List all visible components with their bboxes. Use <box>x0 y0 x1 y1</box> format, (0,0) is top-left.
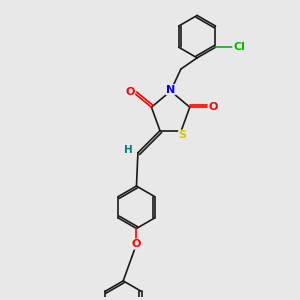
Text: H: H <box>124 145 133 155</box>
Text: N: N <box>166 85 175 94</box>
Text: O: O <box>132 239 141 249</box>
Text: Cl: Cl <box>233 42 245 52</box>
Text: O: O <box>125 88 135 98</box>
Text: O: O <box>209 102 218 112</box>
Text: S: S <box>179 130 187 140</box>
